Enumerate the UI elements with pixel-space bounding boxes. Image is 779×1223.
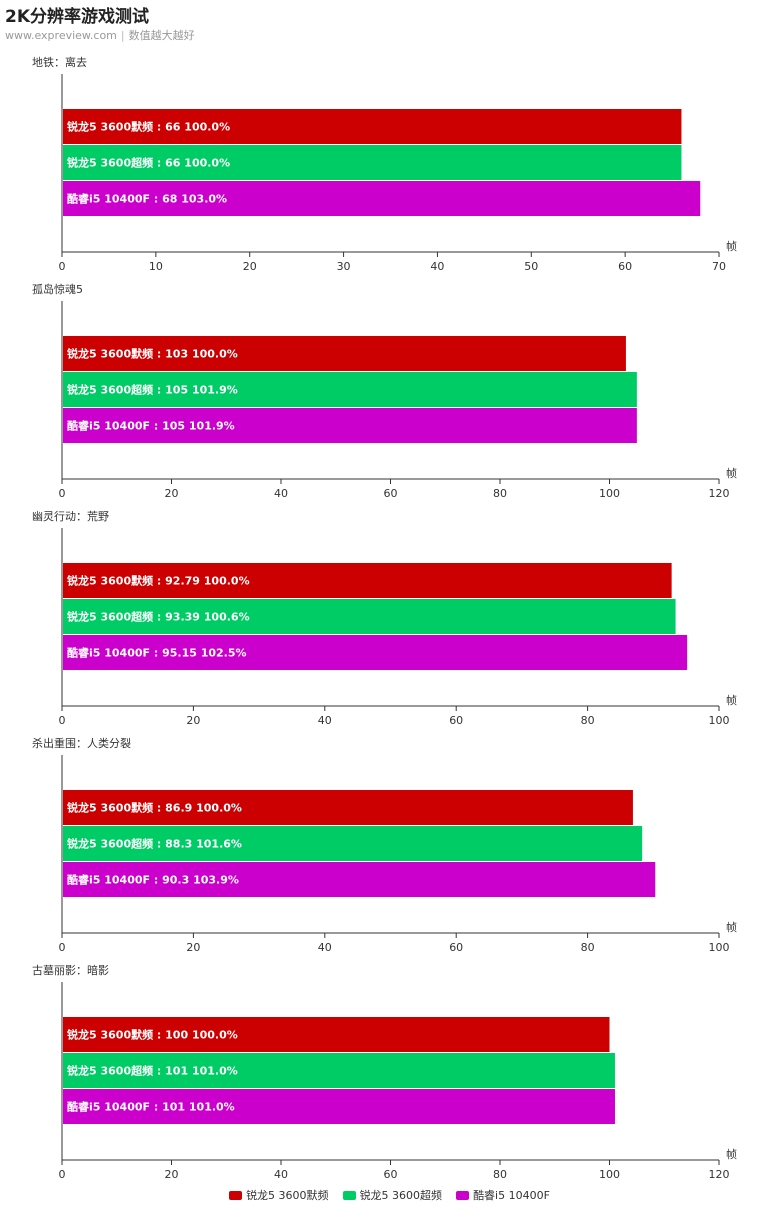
x-tick-label: 60 — [384, 487, 398, 500]
bar — [63, 1089, 615, 1124]
x-tick-label: 40 — [274, 487, 288, 500]
bar-label: 锐龙5 3600默频 : 103 100.0% — [67, 347, 238, 361]
x-axis-label: 帧 — [726, 1147, 737, 1161]
chart-title: 幽灵行动：荒野 — [32, 510, 109, 523]
page-title: 2K分辨率游戏测试 — [5, 7, 150, 27]
bar — [63, 563, 672, 598]
x-tick-label: 30 — [337, 260, 351, 273]
bar-label: 酷睿i5 10400F : 105 101.9% — [67, 419, 235, 433]
legend-swatch — [229, 1190, 243, 1200]
bar — [63, 862, 656, 897]
legend-item-i5-10400f[interactable]: 酷睿i5 10400F — [456, 1187, 550, 1203]
x-tick-label: 120 — [709, 487, 730, 500]
bar-label: 锐龙5 3600默频 : 100 100.0% — [67, 1028, 238, 1042]
bar-label: 酷睿i5 10400F : 101 101.0% — [67, 1100, 235, 1114]
x-tick-label: 70 — [712, 260, 726, 273]
x-tick-label: 80 — [493, 487, 507, 500]
legend-swatch — [342, 1190, 356, 1200]
x-axis-label: 帧 — [726, 466, 737, 480]
x-tick-label: 0 — [59, 714, 66, 727]
x-tick-label: 100 — [599, 487, 620, 500]
x-tick-label: 20 — [165, 1168, 179, 1181]
x-tick-label: 80 — [581, 941, 595, 954]
bar-label: 锐龙5 3600超频 : 88.3 101.6% — [67, 837, 242, 851]
bar-label: 锐龙5 3600默频 : 92.79 100.0% — [67, 574, 250, 588]
legend-swatch — [456, 1190, 470, 1200]
bar — [63, 408, 637, 443]
x-tick-label: 40 — [274, 1168, 288, 1181]
x-tick-label: 80 — [581, 714, 595, 727]
bar — [63, 372, 637, 407]
x-tick-label: 0 — [59, 1168, 66, 1181]
bar — [63, 599, 676, 634]
x-tick-label: 20 — [165, 487, 179, 500]
legend-item-r5-default[interactable]: 锐龙5 3600默频 — [229, 1187, 329, 1203]
bar — [63, 1053, 615, 1088]
x-tick-label: 10 — [149, 260, 163, 273]
bar-label: 锐龙5 3600默频 : 66 100.0% — [67, 120, 230, 134]
x-tick-label: 100 — [599, 1168, 620, 1181]
x-tick-label: 40 — [318, 941, 332, 954]
bar — [63, 790, 633, 825]
x-tick-label: 80 — [493, 1168, 507, 1181]
x-tick-label: 60 — [449, 714, 463, 727]
site-url: www.expreview.com — [5, 29, 117, 42]
note-text: 数值越大越好 — [128, 29, 195, 42]
legend: 锐龙5 3600默频 锐龙5 3600超频 酷睿i5 10400F — [0, 1187, 779, 1203]
chart-title: 古墓丽影：暗影 — [32, 963, 109, 977]
bar-label: 酷睿i5 10400F : 90.3 103.9% — [67, 873, 239, 887]
page-subtitle: www.expreview.com | 数值越大越好 — [5, 29, 195, 42]
chart-title: 地铁：离去 — [32, 55, 87, 69]
x-tick-label: 100 — [709, 941, 730, 954]
x-tick-label: 60 — [449, 941, 463, 954]
x-tick-label: 40 — [318, 714, 332, 727]
x-tick-label: 50 — [524, 260, 538, 273]
bar — [63, 1017, 610, 1052]
bar-label: 锐龙5 3600超频 : 101 101.0% — [67, 1064, 238, 1078]
bar-label: 酷睿i5 10400F : 68 103.0% — [67, 192, 227, 206]
bar-label: 锐龙5 3600超频 : 66 100.0% — [67, 156, 230, 170]
x-tick-label: 60 — [618, 260, 632, 273]
x-tick-label: 0 — [59, 260, 66, 273]
bar — [63, 635, 688, 670]
bar-label: 锐龙5 3600默频 : 86.9 100.0% — [67, 801, 242, 815]
x-axis-label: 帧 — [726, 920, 737, 934]
x-tick-label: 40 — [430, 260, 444, 273]
x-tick-label: 120 — [709, 1168, 730, 1181]
chart-title: 孤岛惊魂5 — [32, 282, 83, 296]
x-tick-label: 20 — [186, 714, 200, 727]
legend-item-r5-oc[interactable]: 锐龙5 3600超频 — [342, 1187, 443, 1203]
legend-label: 锐龙5 3600默频 — [246, 1189, 329, 1202]
bar-label: 锐龙5 3600超频 : 93.39 100.6% — [67, 610, 250, 624]
bar — [63, 826, 643, 861]
bar-label: 酷睿i5 10400F : 95.15 102.5% — [67, 646, 247, 660]
x-axis-label: 帧 — [726, 693, 737, 707]
legend-label: 锐龙5 3600超频 — [359, 1189, 443, 1202]
bar — [63, 181, 701, 216]
x-axis-label: 帧 — [726, 239, 737, 253]
x-tick-label: 0 — [59, 487, 66, 500]
chart-title: 杀出重围：人类分裂 — [32, 736, 131, 750]
bar — [63, 336, 626, 371]
bar-label: 锐龙5 3600超频 : 105 101.9% — [67, 383, 238, 397]
x-tick-label: 20 — [243, 260, 257, 273]
x-tick-label: 100 — [709, 714, 730, 727]
x-tick-label: 60 — [384, 1168, 398, 1181]
bar — [63, 145, 682, 180]
x-tick-label: 20 — [186, 941, 200, 954]
x-tick-label: 0 — [59, 941, 66, 954]
legend-label: 酷睿i5 10400F — [473, 1189, 550, 1202]
bar — [63, 109, 682, 144]
